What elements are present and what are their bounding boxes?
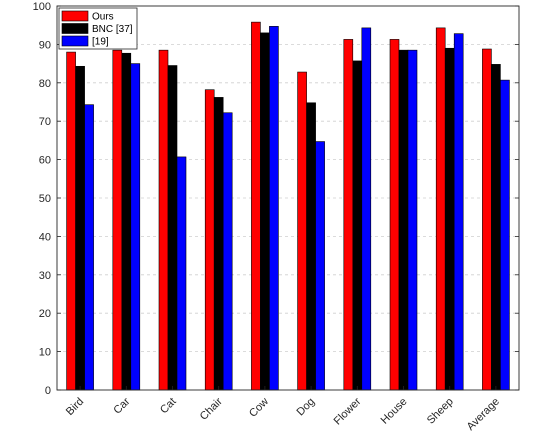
x-tick-label: Cat — [158, 396, 179, 417]
bar-ours-dog — [297, 71, 307, 391]
x-tick-label: Flower — [332, 395, 364, 427]
x-tick-label: House — [379, 396, 410, 427]
bar-ours-cow — [251, 21, 261, 391]
bar--19--dog — [315, 141, 325, 391]
y-tick-label: 60 — [39, 155, 51, 167]
y-tick-label: 90 — [39, 39, 51, 51]
bar-ours-chair — [204, 89, 215, 391]
bar-ours-flower — [343, 39, 354, 391]
legend-label: BNC [37] — [92, 24, 133, 35]
bar-bnc-37--car — [121, 52, 132, 391]
bar--19--house — [407, 49, 418, 391]
bar--19--chair — [222, 112, 233, 391]
y-tick-label: 70 — [39, 116, 51, 128]
bar-bnc-37--chair — [213, 97, 224, 391]
bar--19--car — [130, 63, 141, 391]
bar--19--bird — [84, 104, 94, 391]
bar-bnc-37--sheep — [444, 47, 455, 391]
bar-bnc-37--cat — [167, 65, 178, 391]
x-tick-label: Chair — [198, 395, 225, 422]
bar--19--cat — [176, 156, 187, 391]
y-tick-label: 100 — [33, 1, 51, 13]
y-tick-label: 20 — [39, 308, 51, 320]
legend-swatch — [61, 23, 89, 34]
x-tick-label: Car — [111, 395, 132, 416]
bar-ours-average — [482, 48, 492, 391]
y-tick-label: 10 — [39, 347, 51, 359]
bar--19--average — [500, 79, 510, 391]
y-tick-label: 40 — [39, 231, 51, 243]
legend-label: [19] — [92, 37, 109, 48]
bar-ours-car — [112, 49, 123, 391]
x-tick-label: Dog — [294, 396, 317, 419]
x-tick-label: Sheep — [425, 396, 456, 427]
bar--19--sheep — [453, 33, 464, 391]
bar-ours-bird — [66, 51, 76, 391]
y-tick-label: 80 — [39, 78, 51, 90]
bar-ours-cat — [158, 49, 169, 391]
x-tick-label: Cow — [247, 396, 271, 420]
y-tick-label: 50 — [39, 193, 51, 205]
y-axis-ticks: 0 10 20 30 40 50 60 70 80 90 100 — [33, 1, 519, 397]
bar-bnc-37--dog — [306, 102, 316, 391]
bar-ours-sheep — [435, 27, 446, 391]
legend-label: Ours — [92, 12, 114, 23]
bars — [66, 21, 510, 391]
bar--19--cow — [269, 26, 279, 391]
bar-bnc-37--flower — [352, 60, 363, 391]
bar-bnc-37--house — [398, 49, 409, 391]
legend-swatch — [61, 35, 89, 47]
y-tick-label: 0 — [45, 385, 51, 397]
legend-swatch — [61, 10, 89, 22]
x-axis-ticks: Bird Car Cat Chair Cow Dog Flower House Sheep Ave… — [64, 386, 502, 432]
bar-ours-house — [389, 39, 400, 391]
y-tick-label: 30 — [39, 270, 51, 282]
bar-bnc-37--bird — [75, 65, 85, 391]
bar--19--flower — [361, 27, 372, 391]
bar-bnc-37--cow — [260, 32, 270, 391]
x-tick-label: Average — [465, 396, 502, 432]
bar-bnc-37--average — [491, 64, 501, 391]
x-tick-label: Bird — [64, 396, 86, 418]
